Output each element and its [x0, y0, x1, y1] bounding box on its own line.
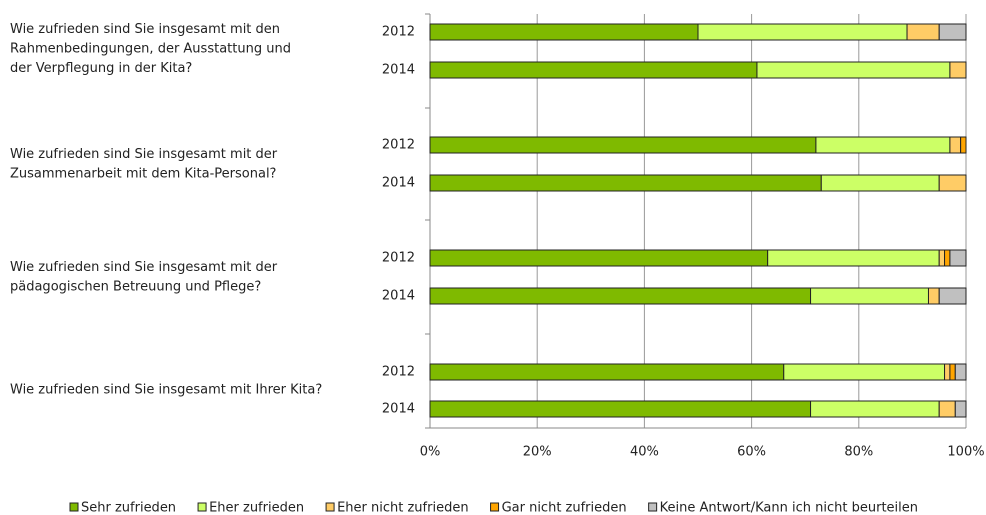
bar-segment: [938, 23, 967, 41]
x-tick-label: 40%: [630, 445, 659, 460]
bar-segment: [429, 400, 812, 418]
bar-segment: [944, 363, 951, 381]
year-label: 2014: [382, 176, 415, 191]
question-label: Wie zufrieden sind Sie insgesamt mit Ihr…: [10, 383, 322, 398]
question-label: pädagogischen Betreuung und Pflege?: [10, 279, 261, 294]
bar-segment: [960, 136, 967, 154]
year-label: 2012: [382, 138, 415, 153]
bar-segment: [697, 23, 908, 41]
bar-segment: [810, 287, 929, 305]
legend-label: Gar nicht zufrieden: [502, 501, 627, 515]
year-label: 2014: [382, 289, 415, 304]
legend-swatch: [69, 502, 79, 512]
year-label: 2012: [382, 365, 415, 380]
legend-label: Sehr zufrieden: [81, 501, 176, 515]
year-label: 2012: [382, 251, 415, 266]
bar-segment: [429, 23, 699, 41]
question-label: Wie zufrieden sind Sie insgesamt mit der: [10, 147, 278, 162]
bar-segment: [944, 249, 951, 267]
bar-segment: [927, 287, 940, 305]
x-tick-label: 80%: [844, 445, 873, 460]
legend-label: Keine Antwort/Kann ich nicht beurteilen: [660, 501, 918, 515]
year-label: 2014: [382, 63, 415, 78]
x-tick-label: 100%: [947, 445, 984, 460]
legend-swatch: [197, 502, 207, 512]
legend-label: Eher zufrieden: [209, 501, 304, 515]
year-label: 2014: [382, 402, 415, 417]
question-label: Rahmenbedingungen, der Ausstattung und: [10, 42, 291, 57]
bar-segment: [429, 363, 785, 381]
bar-segment: [820, 174, 940, 192]
x-tick-label: 20%: [523, 445, 552, 460]
x-tick-label: 0%: [420, 445, 441, 460]
bar-segment: [429, 287, 812, 305]
legend-swatch: [325, 502, 335, 512]
question-label: Wie zufrieden sind Sie insgesamt mit den: [10, 22, 280, 37]
year-label: 2012: [382, 25, 415, 40]
legend-label: Eher nicht zufrieden: [337, 501, 468, 515]
bar-segment: [429, 136, 817, 154]
legend-swatch: [490, 502, 500, 512]
bar-segment: [954, 400, 967, 418]
bar-segment: [938, 287, 967, 305]
bar-segment: [810, 400, 940, 418]
bar-segment: [429, 174, 822, 192]
bar-segment: [949, 136, 962, 154]
bar-segment: [938, 400, 956, 418]
legend-swatch: [648, 502, 658, 512]
bar-segment: [815, 136, 951, 154]
bar-segment: [938, 249, 946, 267]
bar-segment: [783, 363, 946, 381]
bar-segment: [949, 249, 967, 267]
question-label: Wie zufrieden sind Sie insgesamt mit der: [10, 260, 278, 275]
bar-segment: [949, 363, 956, 381]
bar-segment: [429, 249, 769, 267]
question-label: Zusammenarbeit mit dem Kita-Personal?: [10, 166, 276, 181]
bar-segment: [938, 174, 967, 192]
bar-segment: [756, 61, 951, 79]
question-label: der Verpflegung in der Kita?: [10, 61, 192, 76]
x-tick-label: 60%: [737, 445, 766, 460]
bar-segment: [949, 61, 967, 79]
bar-segment: [906, 23, 940, 41]
bar-segment: [429, 61, 758, 79]
bar-segment: [954, 363, 967, 381]
bar-segment: [767, 249, 940, 267]
